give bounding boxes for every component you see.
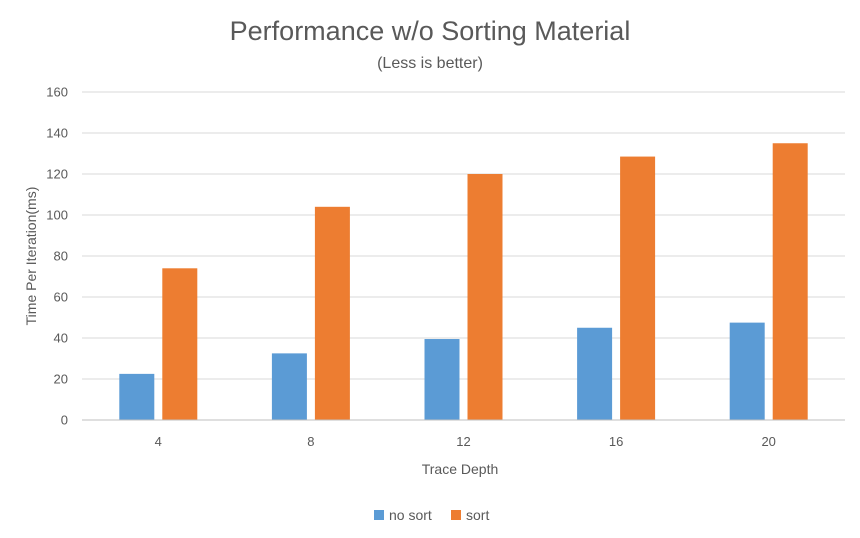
x-tick-label: 20 [761,434,775,449]
y-tick-label: 160 [46,85,68,100]
chart-title: Performance w/o Sorting Material [230,16,631,46]
bar-sort-4 [162,268,198,420]
y-tick-label: 0 [61,413,68,428]
x-tick-label: 8 [307,434,314,449]
y-tick-label: 140 [46,126,68,141]
bar-sort-8 [314,206,350,420]
bar-no-sort-12 [424,339,460,420]
chart-subtitle: (Less is better) [377,55,483,72]
y-tick-label: 60 [54,290,68,305]
bar-sort-12 [467,174,503,420]
bar-sort-16 [620,156,656,420]
y-axis-ticks: 0 20 40 60 80 100 120 140 160 [46,85,68,428]
y-axis-title: Time Per Iteration(ms) [23,187,39,326]
x-axis-title: Trace Depth [422,461,499,477]
y-tick-label: 80 [54,249,68,264]
bars [119,143,808,420]
y-tick-label: 100 [46,208,68,223]
legend-swatch-sort [451,510,461,520]
bar-no-sort-16 [577,327,613,420]
legend: no sort sort [374,507,489,523]
bar-no-sort-20 [729,322,765,420]
x-tick-label: 4 [155,434,162,449]
x-tick-label: 12 [456,434,470,449]
y-tick-label: 20 [54,372,68,387]
bar-no-sort-4 [119,373,155,420]
bar-no-sort-8 [271,353,307,420]
bar-sort-20 [772,143,808,420]
gridlines [82,91,845,380]
legend-label: sort [466,507,489,523]
y-tick-label: 40 [54,331,68,346]
x-axis-ticks: 4 8 12 16 20 [155,434,776,449]
x-tick-label: 16 [609,434,623,449]
legend-swatch-no-sort [374,510,384,520]
legend-label: no sort [389,507,432,523]
y-tick-label: 120 [46,167,68,182]
